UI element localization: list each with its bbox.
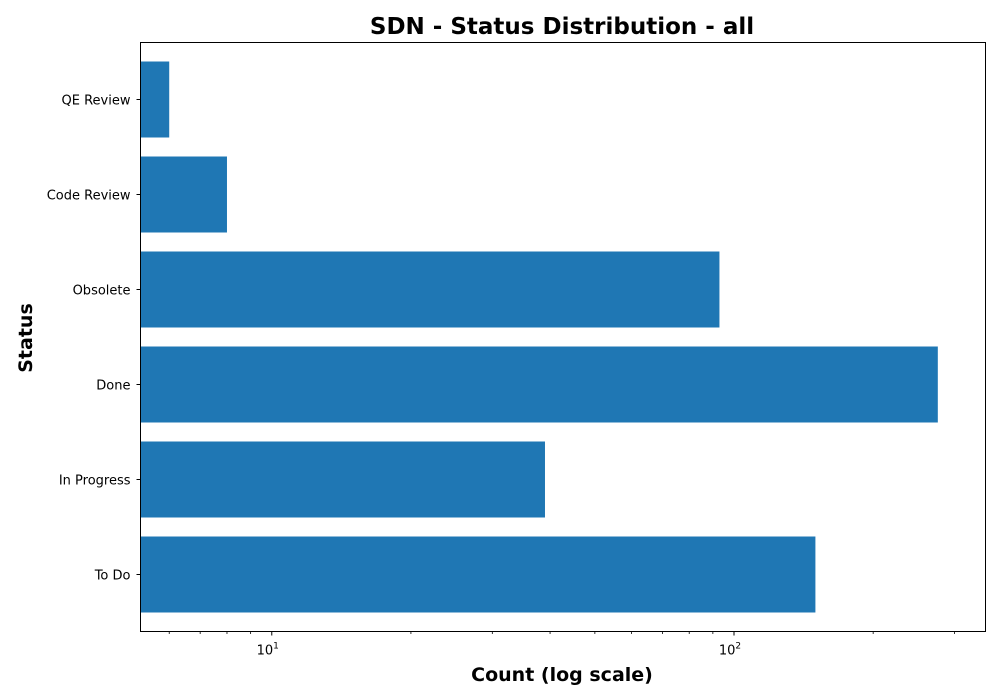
plot-frame bbox=[140, 42, 986, 632]
x-axis-label: Count (log scale) bbox=[471, 664, 653, 686]
bar bbox=[140, 61, 170, 138]
x-tick-label: 102 bbox=[719, 642, 741, 659]
bar bbox=[140, 441, 545, 518]
y-tick-label: Code Review bbox=[47, 189, 131, 204]
y-tick-label: QE Review bbox=[62, 94, 131, 109]
y-tick-label: In Progress bbox=[59, 474, 131, 489]
y-tick-label: Done bbox=[96, 379, 130, 394]
bar bbox=[140, 251, 720, 328]
chart-title: SDN - Status Distribution - all bbox=[370, 14, 754, 40]
plot-area bbox=[140, 61, 938, 613]
y-tick-label: Obsolete bbox=[73, 284, 131, 299]
y-tick-label: To Do bbox=[94, 569, 131, 584]
bar bbox=[140, 346, 938, 423]
bar bbox=[140, 156, 227, 233]
y-axis-label: Status bbox=[15, 303, 37, 373]
x-tick-label: 101 bbox=[257, 642, 279, 659]
bar bbox=[140, 536, 816, 613]
